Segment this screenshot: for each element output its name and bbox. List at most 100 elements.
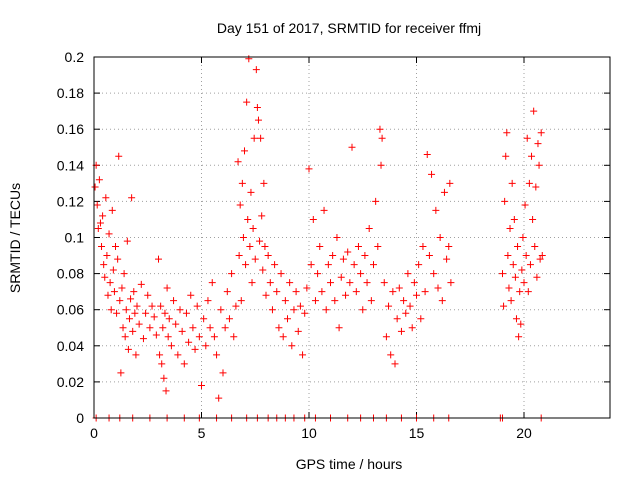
- data-point: [447, 279, 455, 287]
- data-point: [534, 140, 542, 148]
- data-point: [210, 333, 218, 341]
- data-point: [185, 338, 193, 346]
- data-point: [522, 252, 530, 260]
- data-point: [257, 134, 265, 142]
- data-point: [94, 224, 102, 232]
- data-point: [273, 288, 281, 296]
- data-point: [303, 284, 311, 292]
- data-point: [112, 243, 119, 251]
- data-point: [193, 302, 201, 310]
- data-point: [370, 261, 377, 269]
- y-tick-label: 0.08: [57, 266, 84, 282]
- data-point: [519, 234, 527, 241]
- data-point: [501, 197, 509, 205]
- data-point: [377, 161, 385, 169]
- data-point: [440, 188, 448, 196]
- data-point: [252, 66, 260, 74]
- data-point: [107, 306, 115, 314]
- data-point: [217, 306, 225, 314]
- data-point: [268, 306, 276, 314]
- data-point: [350, 261, 358, 269]
- data-point: [132, 351, 140, 359]
- data-point: [144, 291, 152, 299]
- y-tick-label: 0.16: [57, 121, 84, 137]
- data-point: [114, 255, 122, 263]
- data-point: [423, 150, 431, 158]
- data-point: [99, 212, 107, 220]
- data-point: [104, 291, 112, 299]
- data-point: [242, 261, 250, 269]
- data-point: [524, 288, 532, 296]
- data-point: [108, 206, 116, 214]
- data-point: [520, 279, 528, 287]
- y-tick-label: 0: [76, 410, 84, 426]
- data-point: [510, 215, 518, 223]
- plot-frame: [93, 56, 611, 419]
- data-point: [105, 230, 113, 238]
- data-point: [533, 273, 541, 281]
- data-point: [256, 237, 264, 245]
- data-point: [266, 279, 274, 287]
- y-tick-label: 0.2: [65, 49, 85, 65]
- data-point: [512, 315, 520, 323]
- data-point: [249, 224, 257, 232]
- data-point: [243, 98, 251, 106]
- data-point: [102, 194, 110, 202]
- data-point: [537, 129, 545, 137]
- data-point: [518, 266, 526, 274]
- data-point: [163, 284, 171, 292]
- data-point: [191, 345, 199, 353]
- data-point: [259, 266, 267, 274]
- data-point: [95, 176, 103, 184]
- data-point: [376, 125, 384, 133]
- data-point: [167, 342, 175, 350]
- data-point: [117, 369, 125, 377]
- data-point: [413, 291, 420, 299]
- data-point: [314, 270, 322, 278]
- axis-ticks: 0 0.02 0.04 0.06 0.08 0.1 0.12 0.14 0.16 0.18 0.2 0…: [57, 49, 610, 441]
- data-point: [327, 279, 334, 287]
- data-point: [507, 297, 515, 305]
- data-point: [525, 179, 533, 187]
- data-point: [535, 161, 543, 169]
- data-point: [307, 261, 315, 269]
- x-tick-label: 10: [301, 425, 317, 441]
- data-point: [446, 179, 454, 187]
- data-point: [142, 309, 150, 317]
- data-point: [517, 320, 525, 328]
- data-point: [430, 270, 438, 278]
- data-point: [130, 288, 138, 296]
- data-point: [109, 266, 117, 274]
- data-point: [322, 306, 330, 314]
- data-point: [219, 369, 227, 377]
- data-point: [290, 306, 298, 314]
- data-point: [239, 234, 247, 241]
- data-point: [389, 288, 397, 296]
- data-point: [113, 309, 121, 317]
- data-point: [128, 194, 136, 202]
- data-point: [100, 261, 108, 269]
- data-point: [208, 279, 216, 287]
- data-point: [155, 255, 162, 263]
- data-point: [417, 315, 425, 323]
- data-point: [514, 243, 522, 251]
- data-point: [342, 291, 350, 299]
- data-point: [221, 324, 229, 332]
- data-point: [91, 183, 99, 191]
- y-tick-label: 0.02: [57, 374, 84, 390]
- data-points: [91, 55, 546, 422]
- data-point: [286, 279, 294, 287]
- data-point: [161, 309, 169, 317]
- data-point: [432, 206, 440, 214]
- data-point: [506, 224, 514, 232]
- data-point: [329, 252, 337, 260]
- data-point: [372, 197, 380, 205]
- data-point: [365, 224, 373, 232]
- data-point: [200, 315, 208, 323]
- data-point: [247, 188, 255, 196]
- data-point: [531, 243, 539, 251]
- data-point: [235, 252, 243, 260]
- data-point: [305, 165, 313, 173]
- data-point: [505, 284, 513, 292]
- data-point: [526, 261, 534, 269]
